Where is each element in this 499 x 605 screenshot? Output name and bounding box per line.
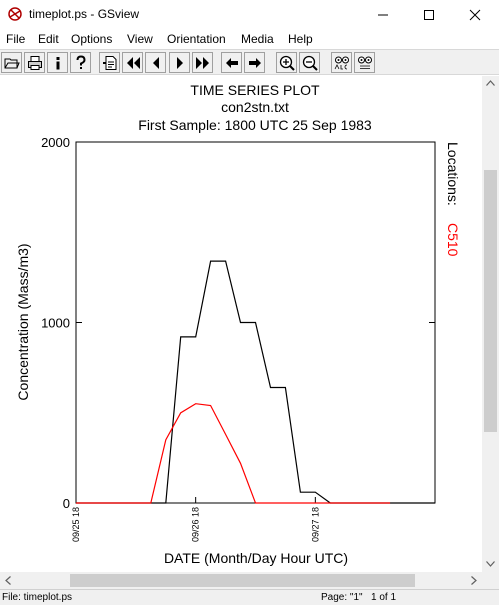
forward-button[interactable] [244,52,265,73]
zoom-in-button[interactable] [276,52,297,73]
next-page-button[interactable] [169,52,190,73]
y-tick-label: 2000 [41,135,70,150]
find-next-button[interactable] [354,52,375,73]
status-page: Page: "1" [321,592,363,603]
toolbar [0,49,499,75]
horizontal-scrollbar[interactable] [0,572,482,589]
gsview-app-icon [8,7,22,21]
legend-entry-c510: C510 [445,223,461,257]
back-button[interactable] [221,52,242,73]
maximize-icon [424,10,434,20]
scroll-left-arrow-icon[interactable] [5,576,11,585]
find-button[interactable] [331,52,352,73]
back-arrow-icon [226,58,238,68]
menu-file[interactable]: File [6,32,26,46]
first-page-button[interactable] [122,52,143,73]
series-line-black [76,260,435,504]
left-arrow-icon [153,57,159,69]
menu-help[interactable]: Help [288,32,313,46]
scroll-right-arrow-icon[interactable] [471,576,477,585]
y-axis-label: Concentration (Mass/m3) [15,243,31,400]
series-line-red [76,403,391,504]
x-tick-label: 09/27 18 [310,507,320,542]
scroll-down-arrow-icon[interactable] [486,561,495,567]
question-mark-icon [76,55,86,69]
forward-arrow-icon [249,58,261,68]
x-tick-label: 09/25 18 [71,507,81,542]
status-file: File: timeplot.ps [2,592,73,603]
y-axis-ticks: 0 1000 2000 [41,135,435,511]
menu-orientation[interactable]: Orientation [167,32,226,46]
find-next-icon [358,56,372,69]
x-tick-label: 09/26 18 [191,507,201,542]
help-button[interactable] [70,52,91,73]
close-icon [469,9,481,21]
info-icon [56,57,60,70]
minimize-button[interactable] [361,0,405,30]
page-hand-icon [103,56,117,70]
prev-page-button[interactable] [145,52,166,73]
print-button[interactable] [24,52,45,73]
legend-title: Locations: [445,142,461,206]
menu-bar: File Edit Options View Orientation Media… [0,30,499,49]
vertical-scroll-thumb[interactable] [484,170,497,432]
vertical-scrollbar[interactable] [482,76,499,572]
menu-view[interactable]: View [127,32,153,46]
chart-subtitle-sample: First Sample: 1800 UTC 25 Sep 1983 [138,117,372,133]
status-bar: File: timeplot.ps Page: "1" 1 of 1 [0,589,499,605]
y-tick-label: 1000 [41,316,70,331]
last-page-button[interactable] [192,52,213,73]
folder-open-icon [4,58,20,69]
menu-options[interactable]: Options [71,32,113,46]
scroll-up-arrow-icon[interactable] [486,80,495,86]
zoom-out-icon [302,55,318,71]
menu-media[interactable]: Media [241,32,274,46]
close-button[interactable] [453,0,497,30]
info-button[interactable] [47,52,68,73]
status-page-count: 1 of 1 [371,592,397,603]
right-arrow-icon [177,57,183,69]
scrollbar-corner [482,572,499,589]
menu-edit[interactable]: Edit [38,32,59,46]
goto-page-button[interactable] [99,52,120,73]
open-button[interactable] [1,52,22,73]
series-lines [76,260,435,504]
zoom-out-button[interactable] [299,52,320,73]
maximize-button[interactable] [407,0,451,30]
printer-icon [28,56,42,70]
chart-title: TIME SERIES PLOT [190,82,320,98]
minimize-icon [378,14,388,16]
horizontal-scroll-thumb[interactable] [70,574,415,587]
find-text-icon [334,56,349,70]
title-bar: timeplot.ps - GSview [0,0,499,30]
double-left-arrow-icon [127,57,140,69]
chart-subtitle-file: con2stn.txt [221,99,289,115]
document-view[interactable]: TIME SERIES PLOT con2stn.txt First Sampl… [0,76,482,572]
x-axis-label: DATE (Month/Day Hour UTC) [164,550,348,566]
time-series-chart: TIME SERIES PLOT con2stn.txt First Sampl… [15,82,461,566]
zoom-in-icon [279,55,295,71]
y-tick-label: 0 [63,496,70,511]
window-title: timeplot.ps - GSview [29,7,140,21]
x-axis-ticks: 09/25 18 09/26 18 09/27 18 [71,497,320,542]
double-right-arrow-icon [196,57,209,69]
